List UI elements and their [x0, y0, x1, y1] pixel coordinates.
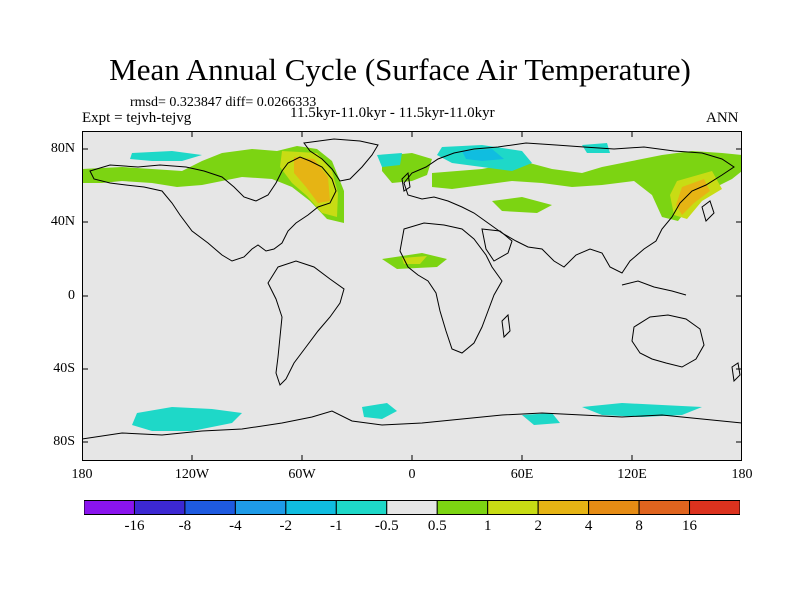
- anomaly-orange-hudson: [294, 157, 330, 203]
- colorbar-swatch: [537, 500, 590, 515]
- anomaly-yellow-sahara: [402, 256, 427, 264]
- lat-tick-label: 80S: [53, 434, 75, 449]
- season-label: ANN: [706, 110, 739, 126]
- colorbar-swatch: [588, 500, 640, 515]
- colorbar-swatch: [638, 500, 691, 515]
- anomaly-blue-weddell: [362, 403, 397, 419]
- lon-tick-label: 0: [408, 467, 416, 482]
- anomaly-green-north-america: [82, 146, 344, 223]
- anomaly-blue-ross: [132, 407, 242, 431]
- map-title: Mean Annual Cycle (Surface Air Temperatu…: [109, 52, 691, 87]
- lon-tick-label: 120E: [617, 467, 647, 482]
- colorbar-label: -1: [330, 518, 343, 534]
- colorbar-label: -0.5: [374, 518, 399, 534]
- colorbar-label: -2: [279, 518, 293, 534]
- experiment-label: Expt = tejvh-tejvg: [82, 110, 192, 126]
- coastline-south-america: [267, 260, 345, 386]
- colorbar-label: -16: [124, 518, 145, 534]
- coastline-greenland: [303, 138, 379, 182]
- lon-tick-label: 180: [71, 467, 93, 482]
- lon-tick-label: 180: [731, 467, 753, 482]
- colorbar-swatch: [84, 500, 135, 515]
- anomaly-blue-wilkes: [522, 413, 560, 425]
- anomaly-orange-east-asia: [676, 179, 710, 215]
- colorbar-swatch: [386, 500, 438, 515]
- lon-tick-label: 120W: [174, 467, 210, 482]
- colorbar-swatch: [234, 500, 287, 515]
- coastline-uk: [401, 171, 411, 192]
- temperature-map: [82, 131, 742, 461]
- stats-text: rmsd= 0.323847 diff= 0.0266333: [130, 95, 317, 110]
- colorbar-swatch: [285, 500, 337, 515]
- coastline-new-zealand: [731, 362, 741, 383]
- anomaly-fills: [82, 143, 742, 431]
- anomaly-blue-east-antarctic: [582, 403, 702, 417]
- colorbar-label: 1: [483, 518, 492, 534]
- lat-tick-label: 40S: [53, 361, 75, 376]
- coastline-antarctica: [82, 410, 742, 440]
- coastline-japan: [701, 200, 715, 222]
- lat-tick-label: 0: [68, 288, 75, 303]
- anomaly-blue-greenland: [130, 151, 202, 161]
- anomaly-green-central-asia: [492, 197, 552, 213]
- colorbar-swatch: [335, 500, 388, 515]
- coastline-africa: [399, 222, 503, 354]
- colorbar-swatch: [487, 500, 539, 515]
- colorbar-swatch: [689, 500, 740, 515]
- coastline-australia: [631, 314, 705, 368]
- colorbar-label: 16: [682, 518, 697, 534]
- lat-tick-label: 80N: [50, 141, 75, 156]
- colorbar-label: 8: [635, 518, 643, 534]
- lat-tick-label: 40N: [50, 214, 75, 229]
- anomaly-blue-atlantic-north: [377, 153, 402, 167]
- colorbar-label: 4: [584, 518, 593, 534]
- colorbar-swatch: [133, 500, 186, 515]
- subtitle-text: 11.5kyr-11.0kyr - 11.5kyr-11.0kyr: [290, 105, 495, 121]
- tick-marks: [82, 131, 742, 461]
- anomaly-blue-barents-core: [462, 149, 504, 161]
- coastline-north-america: [89, 156, 337, 262]
- coastline-indonesia: [621, 280, 687, 296]
- colorbar-label: -8: [178, 518, 192, 534]
- lon-tick-label: 60W: [288, 467, 316, 482]
- colorbar: [84, 500, 740, 515]
- colorbar-swatch: [436, 500, 489, 515]
- lon-tick-label: 60E: [510, 467, 534, 482]
- coastlines: [82, 138, 742, 440]
- colorbar-swatch: [184, 500, 236, 515]
- colorbar-label: 0.5: [427, 518, 447, 534]
- colorbar-label: 2: [534, 518, 542, 534]
- coastline-arabia: [481, 228, 513, 262]
- coastline-madagascar: [501, 313, 511, 339]
- colorbar-label: -4: [229, 518, 242, 534]
